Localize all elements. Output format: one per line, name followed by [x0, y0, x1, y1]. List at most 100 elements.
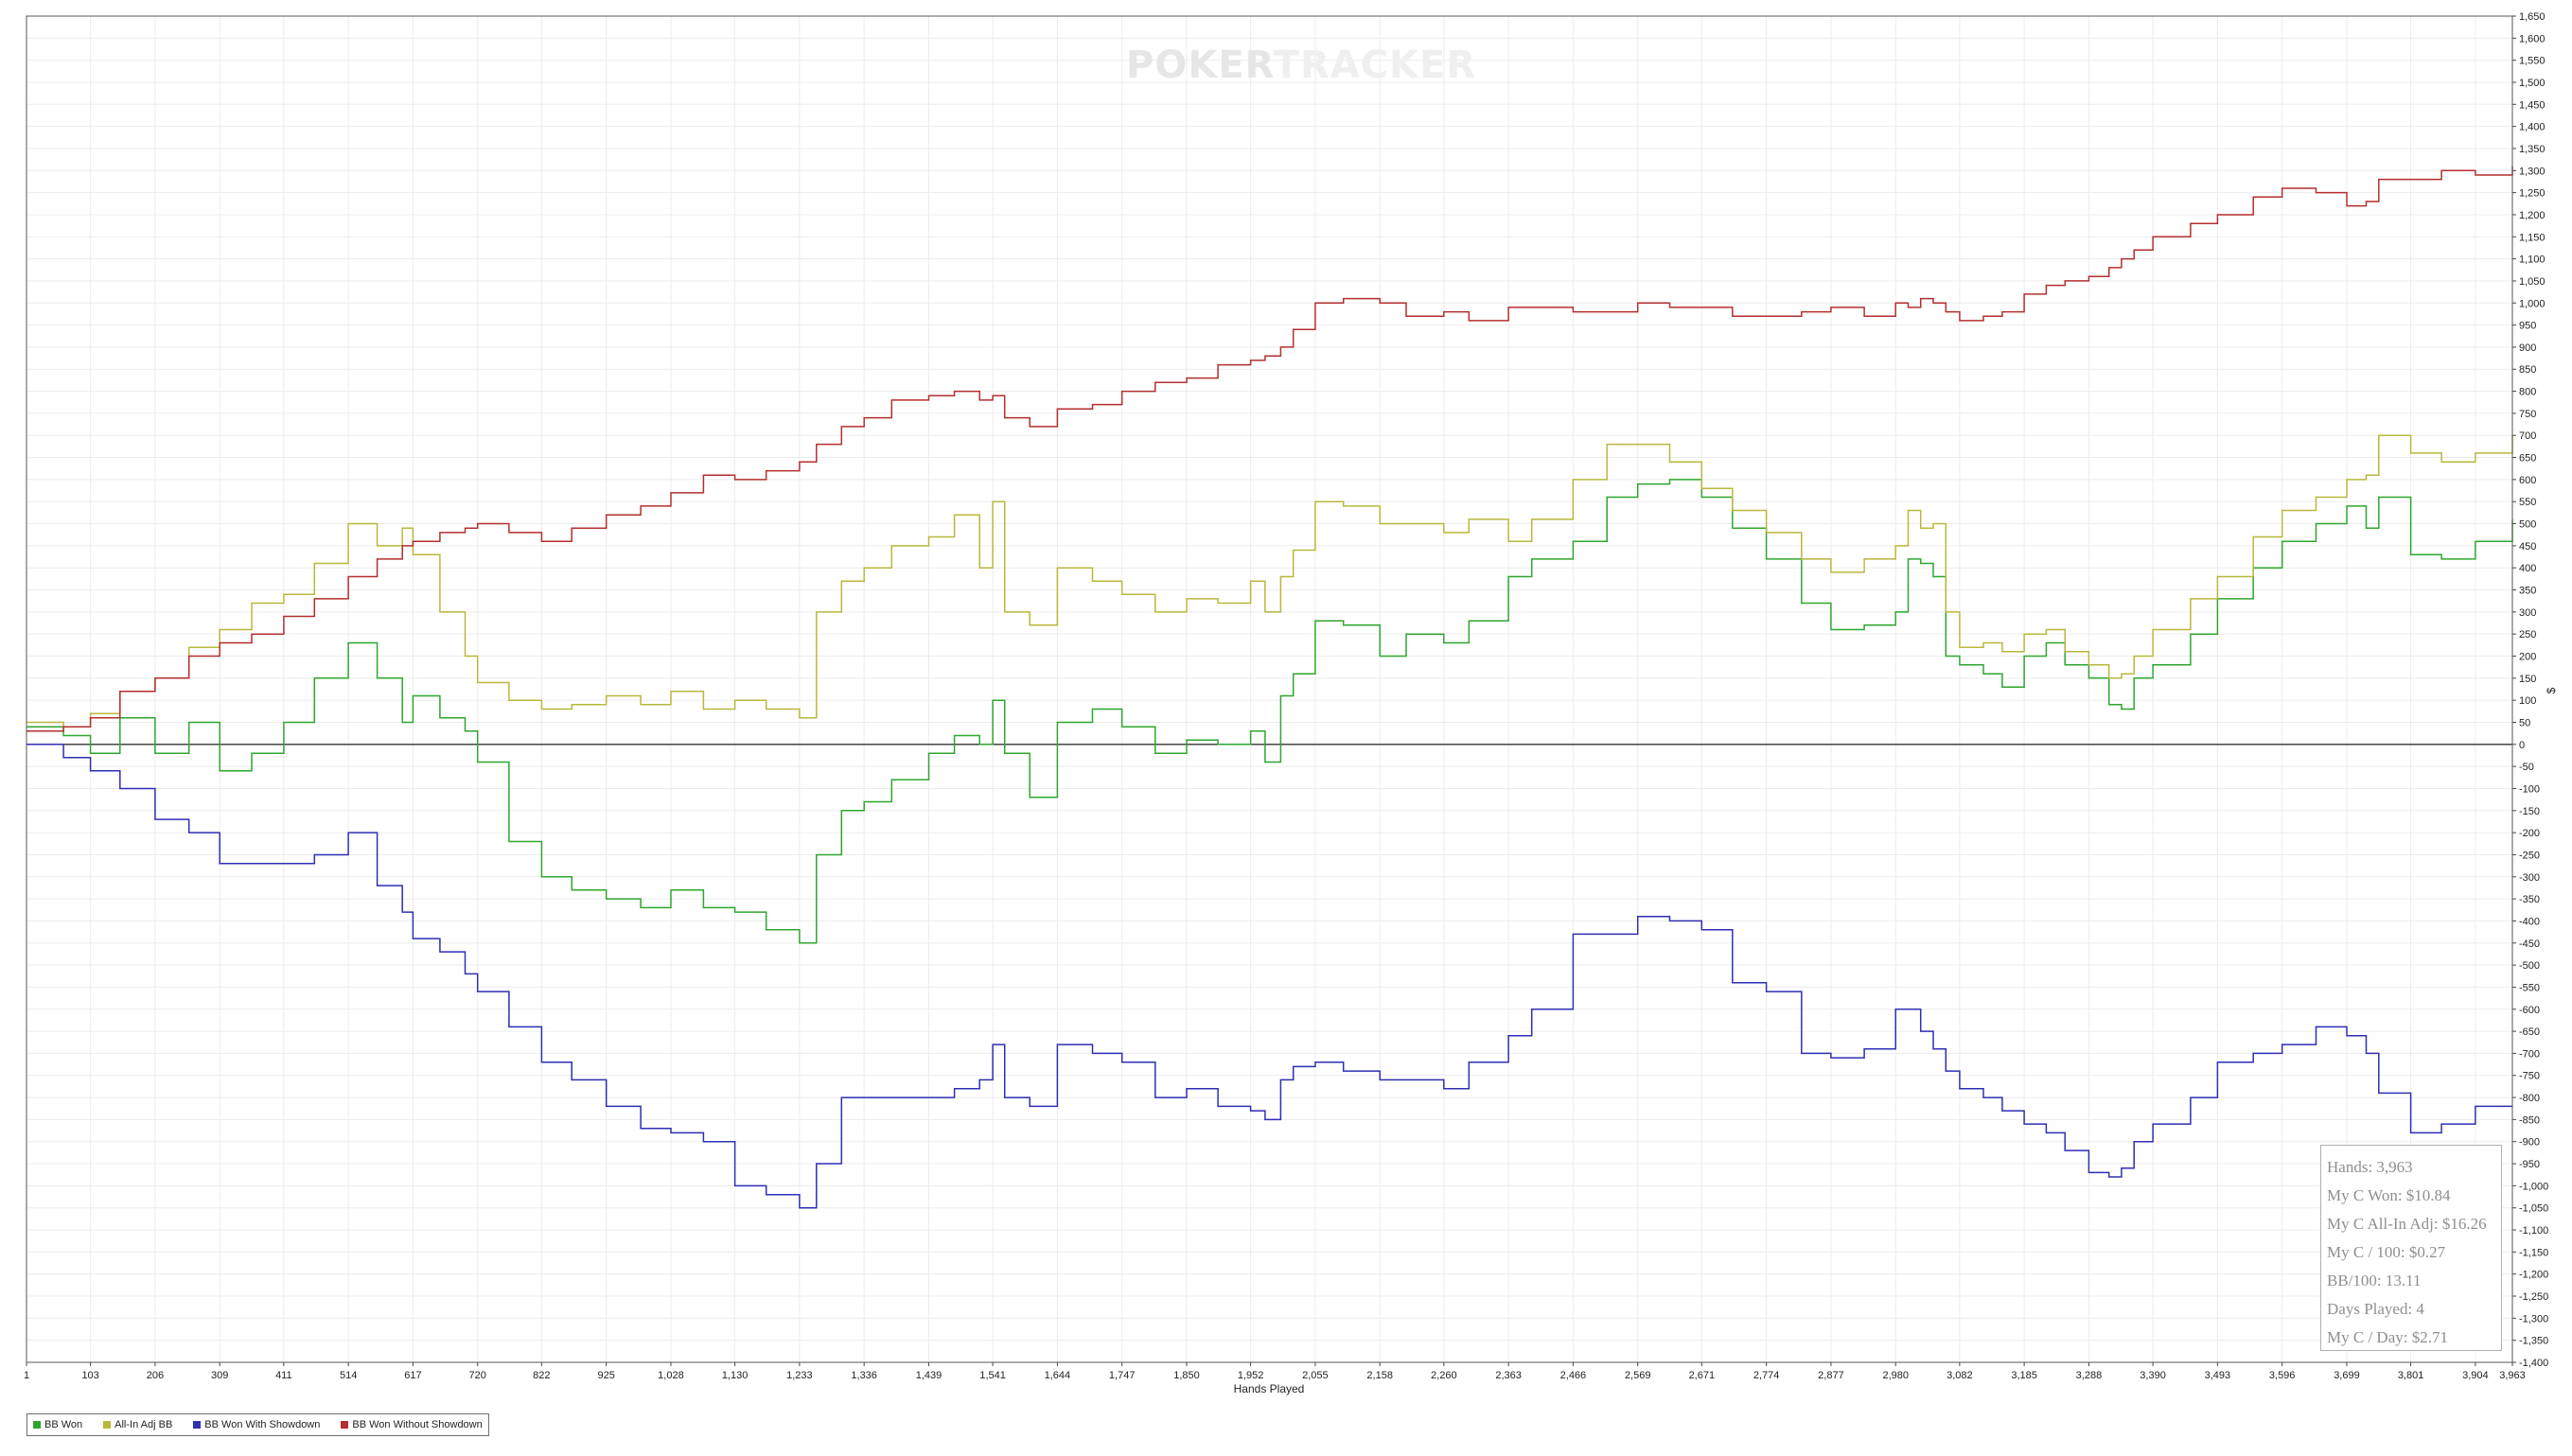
y-tick-label: -650: [2519, 1026, 2540, 1038]
y-tick-label: -550: [2519, 982, 2540, 993]
x-tick-label: 3,904: [2462, 1370, 2489, 1381]
x-tick-label: 1,850: [1173, 1370, 1200, 1381]
legend-swatch-allin-adj: [103, 1421, 112, 1429]
stat-bb-per-100: BB/100: 13.11: [2327, 1272, 2422, 1289]
x-tick-label: 2,671: [1689, 1370, 1716, 1381]
x-tick-label: 720: [469, 1370, 486, 1381]
y-tick-label: -350: [2519, 894, 2540, 905]
x-tick-label: 3,288: [2076, 1370, 2103, 1381]
y-tick-label: -1,400: [2519, 1358, 2548, 1369]
y-tick-label: 1,650: [2519, 11, 2546, 23]
x-tick-label: 1,130: [722, 1370, 749, 1381]
x-tick-label: 411: [275, 1370, 292, 1381]
y-axis-title: $: [2545, 687, 2558, 693]
y-tick-label: 1,600: [2519, 33, 2546, 44]
y-tick-label: -900: [2519, 1137, 2540, 1149]
y-tick-label: 450: [2519, 541, 2536, 553]
legend-label: BB Won: [44, 1419, 83, 1430]
y-tick-label: 1,500: [2519, 78, 2546, 89]
x-tick-label: 2,466: [1560, 1370, 1587, 1381]
y-tick-label: 750: [2519, 409, 2536, 420]
x-tick-label: 3,390: [2140, 1370, 2166, 1381]
legend-item-without-showdown[interactable]: BB Won Without Showdown: [341, 1419, 483, 1430]
legend-label: BB Won Without Showdown: [352, 1419, 483, 1430]
x-tick-label: 3,699: [2334, 1370, 2360, 1381]
watermark-part2: TRACKER: [1274, 44, 1477, 87]
y-tick-label: -1,000: [2519, 1181, 2548, 1192]
y-tick-label: 1,000: [2519, 298, 2546, 309]
x-tick-label: 1,952: [1238, 1370, 1264, 1381]
x-tick-label: 925: [597, 1370, 614, 1381]
stat-per-day: My C / Day: $2.71: [2327, 1328, 2448, 1346]
stat-allin-adj: My C All-In Adj: $16.26: [2327, 1215, 2487, 1233]
y-tick-label: -700: [2519, 1048, 2540, 1060]
x-tick-label: 2,569: [1625, 1370, 1651, 1381]
x-tick-label: 3,185: [2011, 1370, 2037, 1381]
y-tick-label: -1,150: [2519, 1247, 2548, 1258]
stat-hands: Hands: 3,963: [2327, 1158, 2413, 1176]
y-tick-label: -1,100: [2519, 1225, 2548, 1237]
y-tick-label: -200: [2519, 828, 2540, 839]
y-tick-label: 1,550: [2519, 56, 2546, 67]
x-tick-label: 3,963: [2499, 1370, 2526, 1381]
y-tick-label: 50: [2519, 717, 2530, 728]
y-tick-label: -450: [2519, 939, 2540, 950]
x-tick-label: 309: [211, 1370, 228, 1381]
y-tick-label: 1,200: [2519, 210, 2546, 221]
y-tick-label: -100: [2519, 783, 2540, 795]
y-tick-label: 600: [2519, 475, 2536, 486]
y-tick-label: -500: [2519, 960, 2540, 972]
y-tick-label: -150: [2519, 806, 2540, 817]
legend-item-with-showdown[interactable]: BB Won With Showdown: [193, 1419, 320, 1430]
watermark-part1: POKER: [1126, 44, 1274, 87]
y-tick-label: -1,050: [2519, 1203, 2548, 1215]
series-line-all-in-adj-bb: [26, 434, 2513, 728]
legend: BB Won All-In Adj BB BB Won With Showdow…: [26, 1413, 489, 1436]
y-tick-label: 650: [2519, 453, 2536, 465]
y-tick-label: -50: [2519, 762, 2534, 773]
y-tick-label: -1,300: [2519, 1313, 2548, 1324]
y-tick-label: 1,250: [2519, 188, 2546, 200]
y-tick-label: 1,150: [2519, 232, 2546, 243]
series-line-bb-won-without-showdown: [26, 166, 2513, 732]
y-tick-label: 1,350: [2519, 144, 2546, 155]
y-tick-label: 800: [2519, 387, 2536, 398]
x-tick-label: 1: [24, 1370, 29, 1381]
x-tick-label: 2,774: [1753, 1370, 1780, 1381]
stat-per-100: My C / 100: $0.27: [2327, 1243, 2446, 1261]
x-tick-label: 1,336: [851, 1370, 877, 1381]
y-tick-label: -250: [2519, 850, 2540, 861]
y-tick-label: 550: [2519, 497, 2536, 508]
legend-swatch-without-showdown: [341, 1421, 349, 1429]
y-tick-label: 850: [2519, 364, 2536, 376]
y-tick-label: -1,350: [2519, 1336, 2548, 1347]
y-tick-label: 400: [2519, 563, 2536, 574]
x-tick-label: 3,801: [2398, 1370, 2424, 1381]
y-tick-label: -600: [2519, 1005, 2540, 1016]
x-tick-label: 1,644: [1045, 1370, 1071, 1381]
x-tick-label: 2,055: [1302, 1370, 1329, 1381]
x-tick-label: 206: [147, 1370, 164, 1381]
x-tick-label: 1,439: [916, 1370, 942, 1381]
watermark: POKERTRACKER: [1126, 44, 1476, 87]
stat-days-played: Days Played: 4: [2327, 1300, 2424, 1318]
legend-swatch-bb-won: [33, 1421, 41, 1429]
x-tick-label: 617: [404, 1370, 421, 1381]
y-tick-label: 100: [2519, 695, 2536, 707]
series-line-bb-won: [26, 479, 2513, 944]
x-tick-label: 514: [340, 1370, 357, 1381]
x-tick-label: 3,596: [2269, 1370, 2296, 1381]
y-tick-label: -800: [2519, 1093, 2540, 1104]
x-tick-label: 2,260: [1431, 1370, 1457, 1381]
y-tick-label: 1,300: [2519, 166, 2546, 177]
x-tick-label: 103: [81, 1370, 98, 1381]
y-tick-label: 200: [2519, 652, 2536, 663]
legend-item-allin-adj[interactable]: All-In Adj BB: [103, 1419, 172, 1430]
plot-frame: [26, 15, 2513, 1363]
y-tick-label: 1,450: [2519, 99, 2546, 111]
legend-item-bb-won[interactable]: BB Won: [33, 1419, 82, 1430]
x-tick-label: 2,877: [1818, 1370, 1844, 1381]
y-tick-label: -750: [2519, 1071, 2540, 1082]
x-axis-title: Hands Played: [1234, 1382, 1305, 1395]
y-tick-label: -950: [2519, 1159, 2540, 1170]
